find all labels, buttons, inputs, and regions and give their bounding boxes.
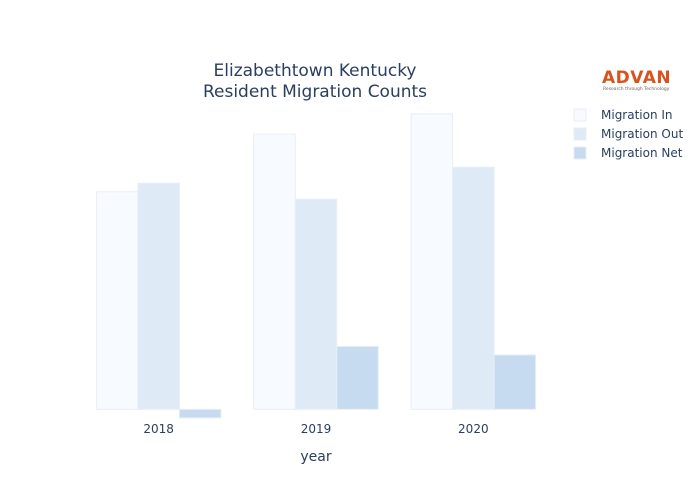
- legend-swatch: [573, 146, 587, 160]
- legend-label: Migration Out: [601, 127, 683, 141]
- bar-migration-out-2018: [137, 182, 180, 410]
- logo-wordmark: ADVAN: [602, 68, 671, 88]
- bar-migration-out-2020: [452, 166, 495, 410]
- plot-area: [95, 113, 537, 419]
- bar-migration-net-2019: [336, 345, 379, 410]
- legend-item-migration-out[interactable]: Migration Out: [573, 127, 683, 141]
- x-axis-ticks: 2018 2019 2020: [143, 422, 488, 436]
- advan-logo: ADVAN Research through Technology: [602, 68, 671, 92]
- legend-swatch: [573, 127, 587, 141]
- x-tick-label: 2020: [458, 422, 489, 436]
- x-tick-label: 2019: [301, 422, 332, 436]
- legend-label: Migration Net: [601, 146, 683, 160]
- bar-migration-in-2020: [410, 113, 454, 410]
- bar-migration-out-2019: [294, 198, 338, 410]
- bar-migration-net-2020: [493, 354, 537, 410]
- bar-migration-in-2018: [95, 191, 139, 410]
- x-axis-title: year: [300, 449, 331, 465]
- logo-tagline: Research through Technology: [603, 86, 670, 92]
- legend-item-migration-in[interactable]: Migration In: [573, 108, 673, 122]
- legend-swatch: [573, 108, 587, 122]
- legend-item-migration-net[interactable]: Migration Net: [573, 146, 683, 160]
- legend-label: Migration In: [601, 108, 673, 122]
- chart-title-line-2: Resident Migration Counts: [203, 82, 427, 102]
- bar-migration-in-2019: [253, 133, 296, 410]
- legend: Migration In Migration Out Migration Net: [573, 108, 683, 160]
- chart-title-line-1: Elizabethtown Kentucky: [214, 61, 417, 81]
- bar-migration-net-2018: [178, 408, 222, 419]
- x-tick-label: 2018: [143, 422, 174, 436]
